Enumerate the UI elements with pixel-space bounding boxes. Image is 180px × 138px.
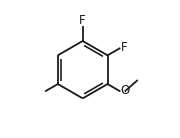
Text: O: O bbox=[120, 84, 129, 97]
Text: F: F bbox=[79, 14, 86, 27]
Text: F: F bbox=[121, 41, 128, 54]
